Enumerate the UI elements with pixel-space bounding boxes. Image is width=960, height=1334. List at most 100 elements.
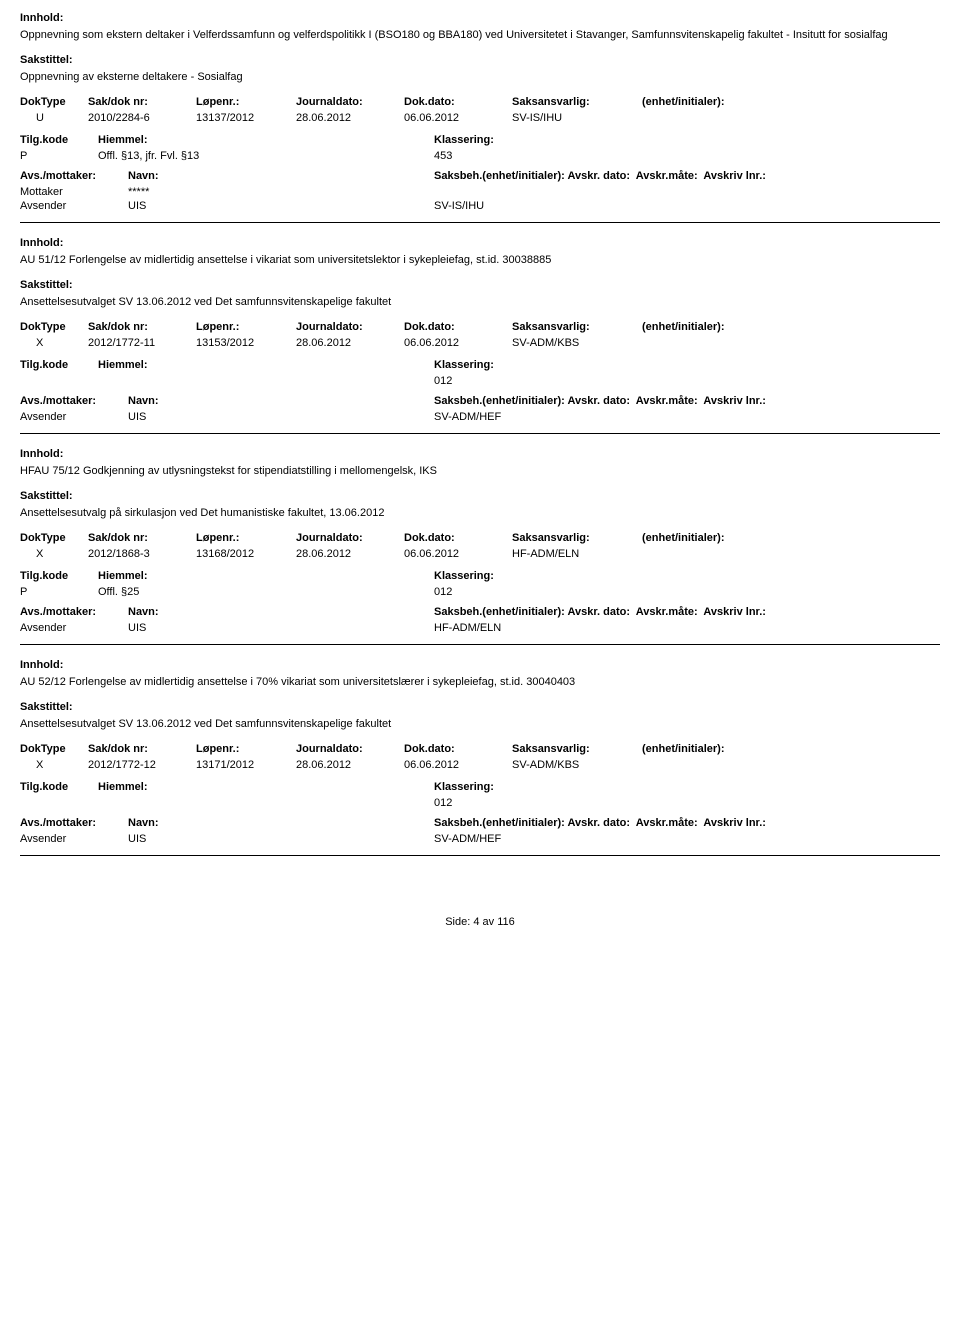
col-dokdato: Dok.dato: bbox=[404, 743, 512, 755]
val-journaldato: 28.06.2012 bbox=[296, 759, 404, 771]
innhold-text: AU 52/12 Forlengelse av midlertidig anse… bbox=[20, 675, 940, 691]
tilg-block: Tilg.kode Hiemmel: Klassering: 012 bbox=[20, 359, 940, 387]
tilg-header-row: Tilg.kode Hiemmel: Klassering: bbox=[20, 134, 940, 150]
val-journaldato: 28.06.2012 bbox=[296, 337, 404, 349]
saksbeh-label: Saksbeh.(enhet/initialer): Avskr. dato: … bbox=[434, 395, 772, 407]
val-enhet bbox=[642, 548, 792, 560]
val-dokdato: 06.06.2012 bbox=[404, 548, 512, 560]
klassering-label: Klassering: bbox=[434, 781, 500, 793]
val-dokdato: 06.06.2012 bbox=[404, 337, 512, 349]
val-saksansvarlig: SV-IS/IHU bbox=[512, 112, 642, 124]
col-dokdato: Dok.dato: bbox=[404, 96, 512, 108]
val-lopenr: 13153/2012 bbox=[196, 337, 296, 349]
tilgkode-label: Tilg.kode bbox=[20, 781, 98, 793]
record-divider bbox=[20, 222, 940, 223]
col-header-row: DokType Sak/dok nr: Løpenr.: Journaldato… bbox=[20, 743, 940, 755]
record: Innhold: AU 52/12 Forlengelse av midlert… bbox=[20, 659, 940, 845]
avs-block: Avs./mottaker: Navn: Saksbeh.(enhet/init… bbox=[20, 170, 940, 212]
col-doktype: DokType bbox=[20, 321, 88, 333]
col-header-row: DokType Sak/dok nr: Løpenr.: Journaldato… bbox=[20, 96, 940, 108]
col-enhet: (enhet/initialer): bbox=[642, 532, 792, 544]
col-header-row: DokType Sak/dok nr: Løpenr.: Journaldato… bbox=[20, 321, 940, 333]
party-role: Avsender bbox=[20, 833, 128, 845]
saksbeh-label: Saksbeh.(enhet/initialer): Avskr. dato: … bbox=[434, 170, 772, 182]
val-saknr: 2012/1868-3 bbox=[88, 548, 196, 560]
sakstittel-label: Sakstittel: bbox=[20, 279, 940, 291]
col-enhet: (enhet/initialer): bbox=[642, 743, 792, 755]
val-tilgkode bbox=[20, 375, 98, 387]
navn-label: Navn: bbox=[128, 606, 434, 618]
avs-block: Avs./mottaker: Navn: Saksbeh.(enhet/init… bbox=[20, 606, 940, 634]
innhold-label: Innhold: bbox=[20, 659, 940, 671]
data-row: X 2012/1772-12 13171/2012 28.06.2012 06.… bbox=[20, 759, 940, 771]
avs-header-row: Avs./mottaker: Navn: Saksbeh.(enhet/init… bbox=[20, 170, 940, 182]
sakstittel-label: Sakstittel: bbox=[20, 701, 940, 713]
party-saksbeh: SV-IS/IHU bbox=[434, 200, 490, 212]
innhold-text: AU 51/12 Forlengelse av midlertidig anse… bbox=[20, 253, 940, 269]
party-role: Avsender bbox=[20, 622, 128, 634]
val-hjemmel bbox=[98, 797, 398, 809]
col-enhet: (enhet/initialer): bbox=[642, 321, 792, 333]
val-tilgkode bbox=[20, 797, 98, 809]
record: Innhold: Oppnevning som ekstern deltaker… bbox=[20, 12, 940, 212]
record-divider bbox=[20, 855, 940, 856]
innhold-text: Oppnevning som ekstern deltaker i Velfer… bbox=[20, 28, 940, 44]
footer-sep: av bbox=[483, 916, 495, 928]
tilg-block: Tilg.kode Hiemmel: Klassering: 012 bbox=[20, 781, 940, 809]
hjemmel-label: Hiemmel: bbox=[98, 359, 398, 371]
val-klassering: 453 bbox=[434, 150, 458, 162]
avsmottaker-label: Avs./mottaker: bbox=[20, 817, 128, 829]
col-saksansvarlig: Saksansvarlig: bbox=[512, 96, 642, 108]
val-lopenr: 13171/2012 bbox=[196, 759, 296, 771]
sakstittel-text: Ansettelsesutvalget SV 13.06.2012 ved De… bbox=[20, 717, 940, 733]
val-klassering: 012 bbox=[434, 586, 458, 598]
val-hjemmel bbox=[98, 375, 398, 387]
klassering-label: Klassering: bbox=[434, 359, 500, 371]
tilg-header-row: Tilg.kode Hiemmel: Klassering: bbox=[20, 781, 940, 797]
saksbeh-label: Saksbeh.(enhet/initialer): Avskr. dato: … bbox=[434, 817, 772, 829]
avs-header-row: Avs./mottaker: Navn: Saksbeh.(enhet/init… bbox=[20, 817, 940, 829]
col-doktype: DokType bbox=[20, 743, 88, 755]
val-dokdato: 06.06.2012 bbox=[404, 759, 512, 771]
val-saksansvarlig: HF-ADM/ELN bbox=[512, 548, 642, 560]
sakstittel-text: Ansettelsesutvalg på sirkulasjon ved Det… bbox=[20, 506, 940, 522]
val-journaldato: 28.06.2012 bbox=[296, 548, 404, 560]
col-saksansvarlig: Saksansvarlig: bbox=[512, 532, 642, 544]
avs-block: Avs./mottaker: Navn: Saksbeh.(enhet/init… bbox=[20, 817, 940, 845]
footer-prefix: Side: bbox=[445, 916, 470, 928]
sakstittel-text: Ansettelsesutvalget SV 13.06.2012 ved De… bbox=[20, 295, 940, 311]
val-doktype: X bbox=[20, 548, 88, 560]
col-enhet: (enhet/initialer): bbox=[642, 96, 792, 108]
avs-header-row: Avs./mottaker: Navn: Saksbeh.(enhet/init… bbox=[20, 395, 940, 407]
col-journaldato: Journaldato: bbox=[296, 321, 404, 333]
tilg-block: Tilg.kode Hiemmel: Klassering: P Offl. §… bbox=[20, 134, 940, 162]
val-doktype: U bbox=[20, 112, 88, 124]
avs-header-row: Avs./mottaker: Navn: Saksbeh.(enhet/init… bbox=[20, 606, 940, 618]
data-row: X 2012/1772-11 13153/2012 28.06.2012 06.… bbox=[20, 337, 940, 349]
val-tilgkode: P bbox=[20, 150, 98, 162]
party-role: Avsender bbox=[20, 411, 128, 423]
val-lopenr: 13168/2012 bbox=[196, 548, 296, 560]
record-divider bbox=[20, 433, 940, 434]
hjemmel-label: Hiemmel: bbox=[98, 134, 398, 146]
col-saknr: Sak/dok nr: bbox=[88, 321, 196, 333]
avsmottaker-label: Avs./mottaker: bbox=[20, 170, 128, 182]
record-divider bbox=[20, 644, 940, 645]
tilgkode-label: Tilg.kode bbox=[20, 134, 98, 146]
party-row: Avsender UIS SV-IS/IHU bbox=[20, 200, 940, 212]
col-dokdato: Dok.dato: bbox=[404, 321, 512, 333]
val-enhet bbox=[642, 112, 792, 124]
val-tilgkode: P bbox=[20, 586, 98, 598]
innhold-label: Innhold: bbox=[20, 12, 940, 24]
tilg-value-row: P Offl. §25 012 bbox=[20, 586, 940, 598]
avsmottaker-label: Avs./mottaker: bbox=[20, 606, 128, 618]
hjemmel-label: Hiemmel: bbox=[98, 570, 398, 582]
tilg-header-row: Tilg.kode Hiemmel: Klassering: bbox=[20, 359, 940, 375]
col-lopenr: Løpenr.: bbox=[196, 743, 296, 755]
col-journaldato: Journaldato: bbox=[296, 532, 404, 544]
col-doktype: DokType bbox=[20, 96, 88, 108]
val-lopenr: 13137/2012 bbox=[196, 112, 296, 124]
record: Innhold: HFAU 75/12 Godkjenning av utlys… bbox=[20, 448, 940, 634]
party-saksbeh: SV-ADM/HEF bbox=[434, 833, 507, 845]
tilg-value-row: 012 bbox=[20, 797, 940, 809]
